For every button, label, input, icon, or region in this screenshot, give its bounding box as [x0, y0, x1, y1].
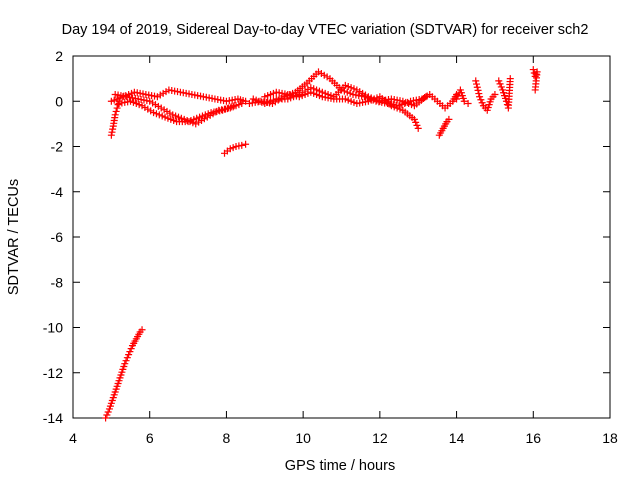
series-arc-d: [221, 140, 250, 157]
data-point: [445, 115, 453, 123]
data-point: [476, 93, 484, 101]
data-point: [114, 101, 122, 109]
data-point: [112, 107, 120, 115]
data-point: [529, 66, 537, 74]
data-point: [126, 348, 134, 356]
y-tick-label: -2: [51, 139, 64, 155]
y-tick-label: -14: [43, 410, 63, 426]
data-point: [472, 77, 480, 85]
data-point: [506, 75, 514, 83]
series-arc-l: [495, 75, 514, 112]
series-arc-c: [115, 97, 238, 126]
x-tick-label: 8: [223, 430, 231, 446]
series-arc-start: [107, 97, 123, 139]
y-tick-label: 2: [55, 48, 63, 64]
data-point: [453, 95, 461, 103]
x-tick-label: 18: [602, 430, 618, 446]
data-point: [478, 99, 486, 107]
data-point: [138, 326, 146, 334]
data-point: [104, 408, 112, 416]
y-tick-label: -12: [43, 365, 63, 381]
data-point: [473, 80, 481, 88]
data-point: [109, 125, 117, 133]
data-point: [122, 357, 130, 365]
data-point: [474, 86, 482, 94]
x-tick-label: 10: [295, 430, 311, 446]
data-point: [121, 360, 129, 368]
data-point: [460, 97, 468, 105]
data-point: [242, 140, 250, 148]
x-tick-label: 16: [525, 430, 541, 446]
y-tick-label: 0: [55, 93, 63, 109]
data-point: [107, 131, 115, 139]
y-tick-label: -6: [51, 229, 64, 245]
data-series: [102, 66, 541, 422]
x-tick-label: 6: [146, 430, 154, 446]
data-point: [123, 354, 131, 362]
data-point: [422, 93, 430, 101]
data-point: [108, 128, 116, 136]
data-point: [127, 345, 135, 353]
data-point: [413, 121, 421, 129]
x-axis: 4 6 8 10 12 14 16 18: [69, 56, 618, 446]
data-point: [497, 83, 505, 91]
data-point: [491, 90, 499, 98]
data-point: [412, 118, 420, 126]
series-arc-m: [529, 66, 541, 94]
series-arc-i: [435, 115, 453, 139]
y-tick-label: -10: [43, 320, 63, 336]
data-point: [102, 414, 110, 422]
chart-title: Day 194 of 2019, Sidereal Day-to-day VTE…: [62, 22, 589, 38]
y-tick-label: -8: [51, 274, 64, 290]
data-point: [464, 100, 472, 108]
data-point: [477, 96, 485, 104]
data-point: [410, 115, 418, 123]
data-point: [238, 141, 246, 149]
series-arc-h: [418, 90, 461, 112]
y-axis-label: SDTVAR / TECUs: [6, 179, 22, 295]
data-point: [475, 90, 483, 98]
x-tick-label: 4: [69, 430, 77, 446]
data-point: [238, 100, 246, 108]
data-point: [103, 411, 111, 419]
series-arc-g: [261, 88, 422, 132]
data-point: [111, 111, 119, 119]
data-point: [113, 104, 121, 112]
x-tick-label: 14: [449, 430, 465, 446]
data-point: [414, 124, 422, 132]
series-arc-a: [107, 86, 250, 105]
data-point: [496, 80, 504, 88]
series-arc-steep-early: [102, 326, 146, 422]
data-point: [473, 83, 481, 91]
data-point: [531, 86, 539, 94]
x-axis-label: GPS time / hours: [285, 458, 395, 474]
series-arc-j: [453, 86, 472, 108]
data-point: [495, 77, 503, 85]
data-point: [125, 351, 133, 359]
series-arc-k: [472, 77, 499, 114]
y-axis: 2 0 -2 -4 -6 -8 -10 -12 -14: [43, 48, 610, 426]
y-tick-label: -4: [51, 184, 64, 200]
data-point: [242, 97, 250, 105]
x-tick-label: 12: [372, 430, 388, 446]
data-point: [230, 102, 238, 110]
